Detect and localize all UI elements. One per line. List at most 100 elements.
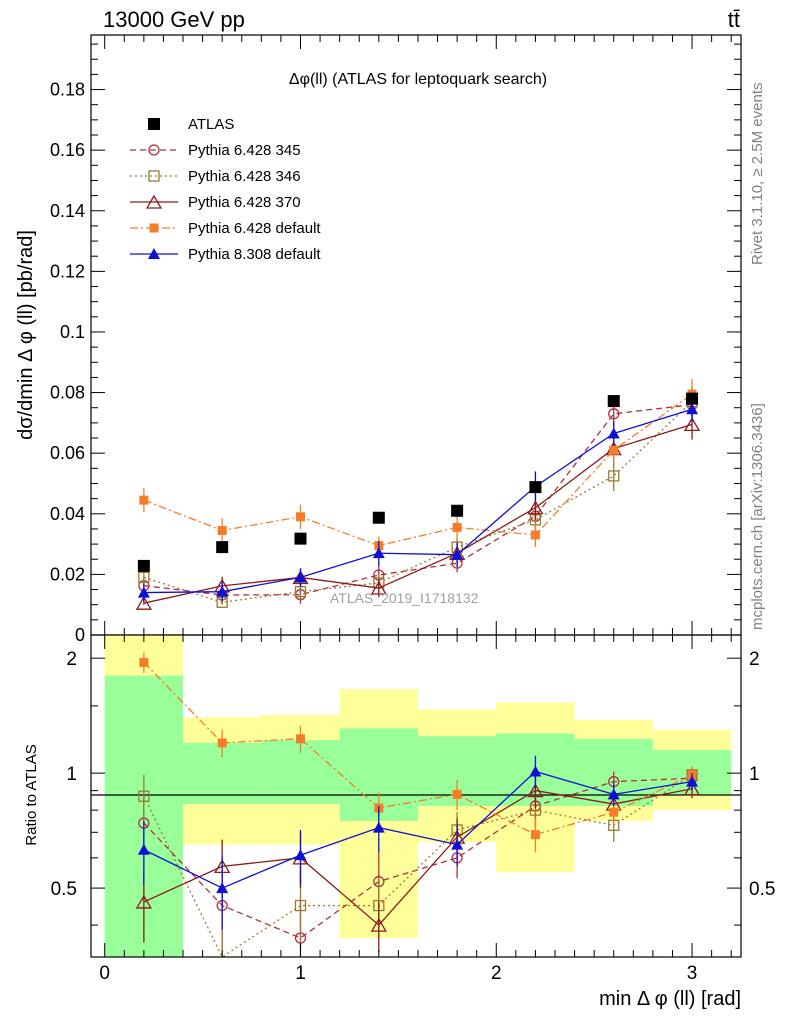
x-tick-label: 3 [687,963,698,984]
ratio-point [530,830,540,840]
ratio-y-tick-label: 2 [66,649,77,670]
legend-marker [148,170,160,182]
ratio-y-tick-label: 0.5 [51,879,77,900]
main-series-layer [135,378,701,610]
main-point [609,445,619,455]
ratio-y-tick-label-right: 0.5 [749,879,775,900]
y-axis-label: dσ/dmin Δ φ (ll) [pb/rad] [15,230,37,440]
ratio-point [683,781,701,796]
main-line-pythia-8-308-default [143,408,693,594]
main-point [138,571,150,584]
legend-label: ATLAS [188,116,234,133]
main-point [137,586,150,598]
ratio-point [451,838,464,850]
ratio-point [135,894,152,909]
ratio-y-tick-label-right: 1 [749,764,760,785]
x-axis-label: min Δ φ (ll) [rad] [599,988,741,1010]
ratio-point [609,807,619,817]
main-point [216,585,229,597]
legend: ATLAS Pythia 6.428 345 Pythia 6.428 346 Pyt… [130,116,321,263]
main-point [607,395,620,408]
ratio-point [138,790,150,802]
ratio-line-pythia-6-428-370 [143,788,693,927]
main-point [370,580,387,595]
rivet-label: Rivet 3.1.10, ≥ 2.5M events [749,83,766,266]
main-point [683,417,701,432]
main-point [607,427,620,439]
legend-marker [148,118,160,130]
y-tick-label: 0.16 [50,140,85,160]
main-point [452,522,462,532]
main-line-pythia-6-428-default [143,393,693,547]
main-point [529,481,542,494]
x-tick-label: 0 [99,963,110,984]
main-point [530,530,540,540]
main-point [294,586,307,598]
main-point [686,403,699,415]
main-point [139,495,149,505]
ratio-line-pythia-6-428-346 [143,774,693,958]
main-line-pythia-6-428-345 [143,404,693,596]
y-tick-label: 0.18 [50,80,85,100]
ratio-point [294,849,307,861]
legend-marker [145,194,163,209]
main-axes: 0 0.02 0.04 0.06 0.08 0.1 0.12 0.14 0.16 0.18 [50,35,741,645]
main-point [451,504,464,517]
ratio-axes: 0.5 0.5 1 1 2 2 0 1 2 3 [51,635,775,984]
ratio-panel: 0.5 0.5 1 1 2 2 0 1 2 3 Ratio to ATLAS min Δ φ (l… [23,634,775,1010]
legend-label: Pythia 6.428 370 [188,194,301,211]
ratio-point [370,917,387,932]
legend-marker [148,144,160,156]
main-point [608,470,620,482]
main-series-pythia-6-428-370 [135,409,701,610]
legend-entry-pythia-6-428-370: Pythia 6.428 370 [130,194,301,211]
ratio-y-tick-label: 1 [66,764,77,785]
main-point [135,595,152,610]
main-series-atlas [137,392,699,572]
ratio-point [607,788,620,800]
main-point [294,571,307,583]
legend-entry-pythia-8-308-default: Pythia 8.308 default [130,246,321,263]
legend-label: Pythia 6.428 346 [188,168,301,185]
main-point [217,525,227,535]
ratio-point [372,821,385,833]
mcplots-label: mcplots.cern.ch [arXiv:1306.3436] [749,403,766,630]
ratio-point [452,789,462,799]
ratio-frame [90,634,742,958]
y-tick-label: 0.04 [50,504,85,524]
watermark: ATLAS_2019_I1718132 [330,590,479,606]
y-tick-label: 0 [75,625,85,645]
main-point [295,512,305,522]
ratio-point [529,765,542,777]
ratio-point [216,882,229,894]
ratio-point [217,738,227,748]
main-point [686,392,699,405]
ratio-point [294,899,307,912]
main-panel: ATLAS_2019_I1718132 Δφ(ll) (ATLAS for le… [15,34,742,645]
ratio-series-layer [135,652,701,958]
main-point [372,547,385,559]
ratio-point [295,734,305,744]
legend-label: Pythia 8.308 default [188,246,321,263]
main-point [216,541,229,554]
legend-entry-pythia-6-428-345: Pythia 6.428 345 [130,142,301,159]
ratio-y-label: Ratio to ATLAS [23,744,40,845]
ratio-point [137,843,150,855]
main-point [527,500,544,515]
ratio-point [527,783,544,798]
ratio-y-tick-label-right: 2 [749,649,760,670]
ratio-point [686,775,699,787]
legend-entry-pythia-6-428-346: Pythia 6.428 346 [130,168,301,185]
main-point [372,511,385,524]
legend-marker [148,248,160,259]
main-point [451,548,464,560]
legend-label: Pythia 6.428 345 [188,142,301,159]
legend-entry-pythia-6-428-default: Pythia 6.428 default [130,220,321,237]
ratio-line-pythia-8-308-default [143,770,693,889]
x-tick-label: 1 [295,963,306,984]
y-tick-label: 0.08 [50,383,85,403]
x-tick-label: 2 [491,963,502,984]
ratio-series-pythia-8-308-default [137,755,699,930]
ratio-point [139,657,149,667]
main-point [294,532,307,545]
